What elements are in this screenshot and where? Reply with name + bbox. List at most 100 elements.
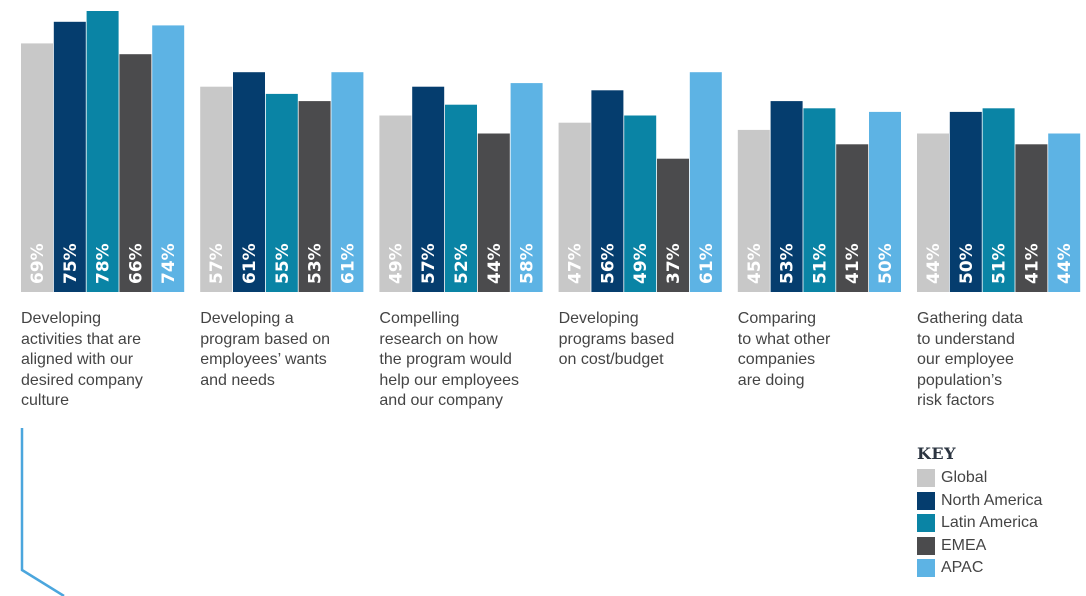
bar-latin-america-1 — [265, 93, 298, 293]
bar-emea-1 — [298, 101, 331, 292]
bar-value-label: 41% — [843, 243, 863, 284]
legend-label: Latin America — [941, 514, 1038, 532]
bar-value-label: 55% — [273, 243, 293, 284]
bar-global-1 — [200, 86, 233, 292]
bar-value-label: 69% — [28, 243, 48, 284]
bar-north-america-3 — [591, 90, 624, 292]
legend-items: Global North America Latin America EMEA APAC — [917, 467, 1042, 580]
bar-value-label: 44% — [485, 243, 505, 284]
category-label-line: companies — [737, 351, 816, 368]
category-label: Gathering data to understand our employee p… — [917, 309, 1082, 412]
legend-label: APAC — [941, 559, 984, 577]
legend-item: EMEA — [917, 535, 1042, 558]
category-label-line: Developing — [558, 310, 639, 327]
legend-label: North America — [941, 491, 1043, 509]
bar-north-america-2 — [412, 86, 445, 292]
category-label-line: on cost/budget — [558, 351, 664, 368]
category-label: Comparing to what other companies are doing — [738, 309, 903, 391]
bar-value-label: 56% — [598, 243, 618, 284]
bar-value-label: 57% — [207, 243, 227, 284]
legend-label: Global — [941, 469, 988, 487]
bar-global-2 — [379, 115, 412, 292]
bar-value-label: 75% — [61, 243, 81, 284]
bar-value-label: 74% — [159, 243, 179, 284]
bracket-line — [20, 428, 65, 596]
bar-global-5 — [917, 133, 949, 292]
category-label-line: help our employees — [379, 371, 520, 389]
category-label-line: research on how — [379, 330, 498, 348]
bar-apac-0 — [152, 25, 185, 293]
bar-global-4 — [737, 129, 770, 292]
bar-apac-4 — [869, 111, 901, 293]
bar-value-label: 66% — [126, 243, 146, 284]
bar-apac-5 — [1048, 133, 1081, 292]
category-label-line: desired company — [21, 371, 143, 389]
category-label-line: Developing — [21, 310, 102, 327]
bar-global-3 — [558, 122, 591, 292]
bar-value-label: 57% — [419, 243, 439, 284]
legend-item: North America — [917, 490, 1042, 513]
bar-emea-4 — [836, 144, 869, 292]
bar-latin-america-2 — [445, 104, 477, 292]
bar-chart: 69% 57% 49% 47% 45% 44% 75% 61% 57% 56% 53% 50% 78% 5… — [21, 11, 1081, 293]
bar-value-label: 52% — [452, 243, 472, 284]
category-label: Compelling research on how the program wou… — [379, 309, 544, 412]
legend-item: Global — [917, 467, 1042, 490]
bar-latin-america-3 — [624, 115, 657, 292]
category-label-line: activities that are — [21, 330, 142, 348]
category-label-line: to understand — [917, 330, 1015, 348]
bar-apac-2 — [510, 83, 543, 292]
category-label: Developing activities that are aligned wit… — [21, 309, 186, 412]
category-label-line: aligned with our — [21, 351, 134, 368]
bar-value-label: 61% — [338, 243, 358, 284]
legend-label: EMEA — [941, 536, 987, 554]
bar-north-america-1 — [233, 72, 265, 292]
legend-swatch — [917, 469, 935, 488]
category-label-line: program based on — [200, 330, 331, 348]
bar-north-america-0 — [53, 21, 86, 293]
bar-emea-0 — [119, 54, 152, 293]
category-label-line: Developing a — [200, 310, 294, 327]
bar-value-label: 53% — [306, 243, 326, 284]
bar-value-label: 37% — [664, 243, 684, 284]
category-label-line: the program would — [379, 351, 512, 368]
legend-swatch — [917, 491, 935, 510]
category-label-line: programs based — [558, 330, 675, 348]
bar-latin-america-0 — [86, 11, 119, 292]
legend-item: Latin America — [917, 512, 1042, 535]
bar-value-label: 49% — [386, 243, 406, 284]
legend-swatch — [917, 514, 935, 533]
legend-swatch — [917, 559, 935, 578]
bar-value-label: 58% — [518, 243, 538, 284]
bar-emea-3 — [657, 158, 689, 292]
bar-value-label: 53% — [778, 243, 798, 284]
bar-apac-1 — [331, 72, 364, 292]
bar-emea-2 — [477, 133, 510, 292]
category-label-line: Comparing — [737, 310, 817, 327]
bar-north-america-4 — [770, 101, 803, 292]
category-label-line: Compelling — [379, 310, 460, 327]
category-label: Developing programs based on cost/budget — [559, 309, 724, 371]
legend-item: APAC — [917, 557, 1042, 580]
bar-north-america-5 — [949, 111, 982, 293]
category-label-line: and needs — [200, 371, 275, 389]
category-label-line: our employee — [917, 351, 1014, 368]
category-label-line: Gathering data — [917, 310, 1023, 327]
bar-global-0 — [21, 43, 53, 293]
legend: KEY Global North America Latin America EMEA… — [917, 444, 1042, 580]
bar-emea-5 — [1015, 144, 1048, 292]
legend-title: KEY — [917, 444, 957, 463]
bar-value-label: 41% — [1022, 243, 1042, 284]
bar-value-label: 45% — [745, 243, 765, 284]
bar-value-label: 44% — [1055, 243, 1075, 284]
bar-value-label: 78% — [94, 243, 114, 284]
bar-value-label: 51% — [990, 243, 1010, 284]
category-label-line: risk factors — [917, 392, 995, 409]
bar-value-label: 61% — [697, 243, 717, 284]
bar-value-label: 50% — [876, 243, 896, 284]
category-label-line: employees’ wants — [200, 351, 327, 368]
bar-value-label: 51% — [810, 243, 830, 284]
bar-value-label: 61% — [240, 243, 260, 284]
category-label-line: are doing — [737, 371, 805, 389]
